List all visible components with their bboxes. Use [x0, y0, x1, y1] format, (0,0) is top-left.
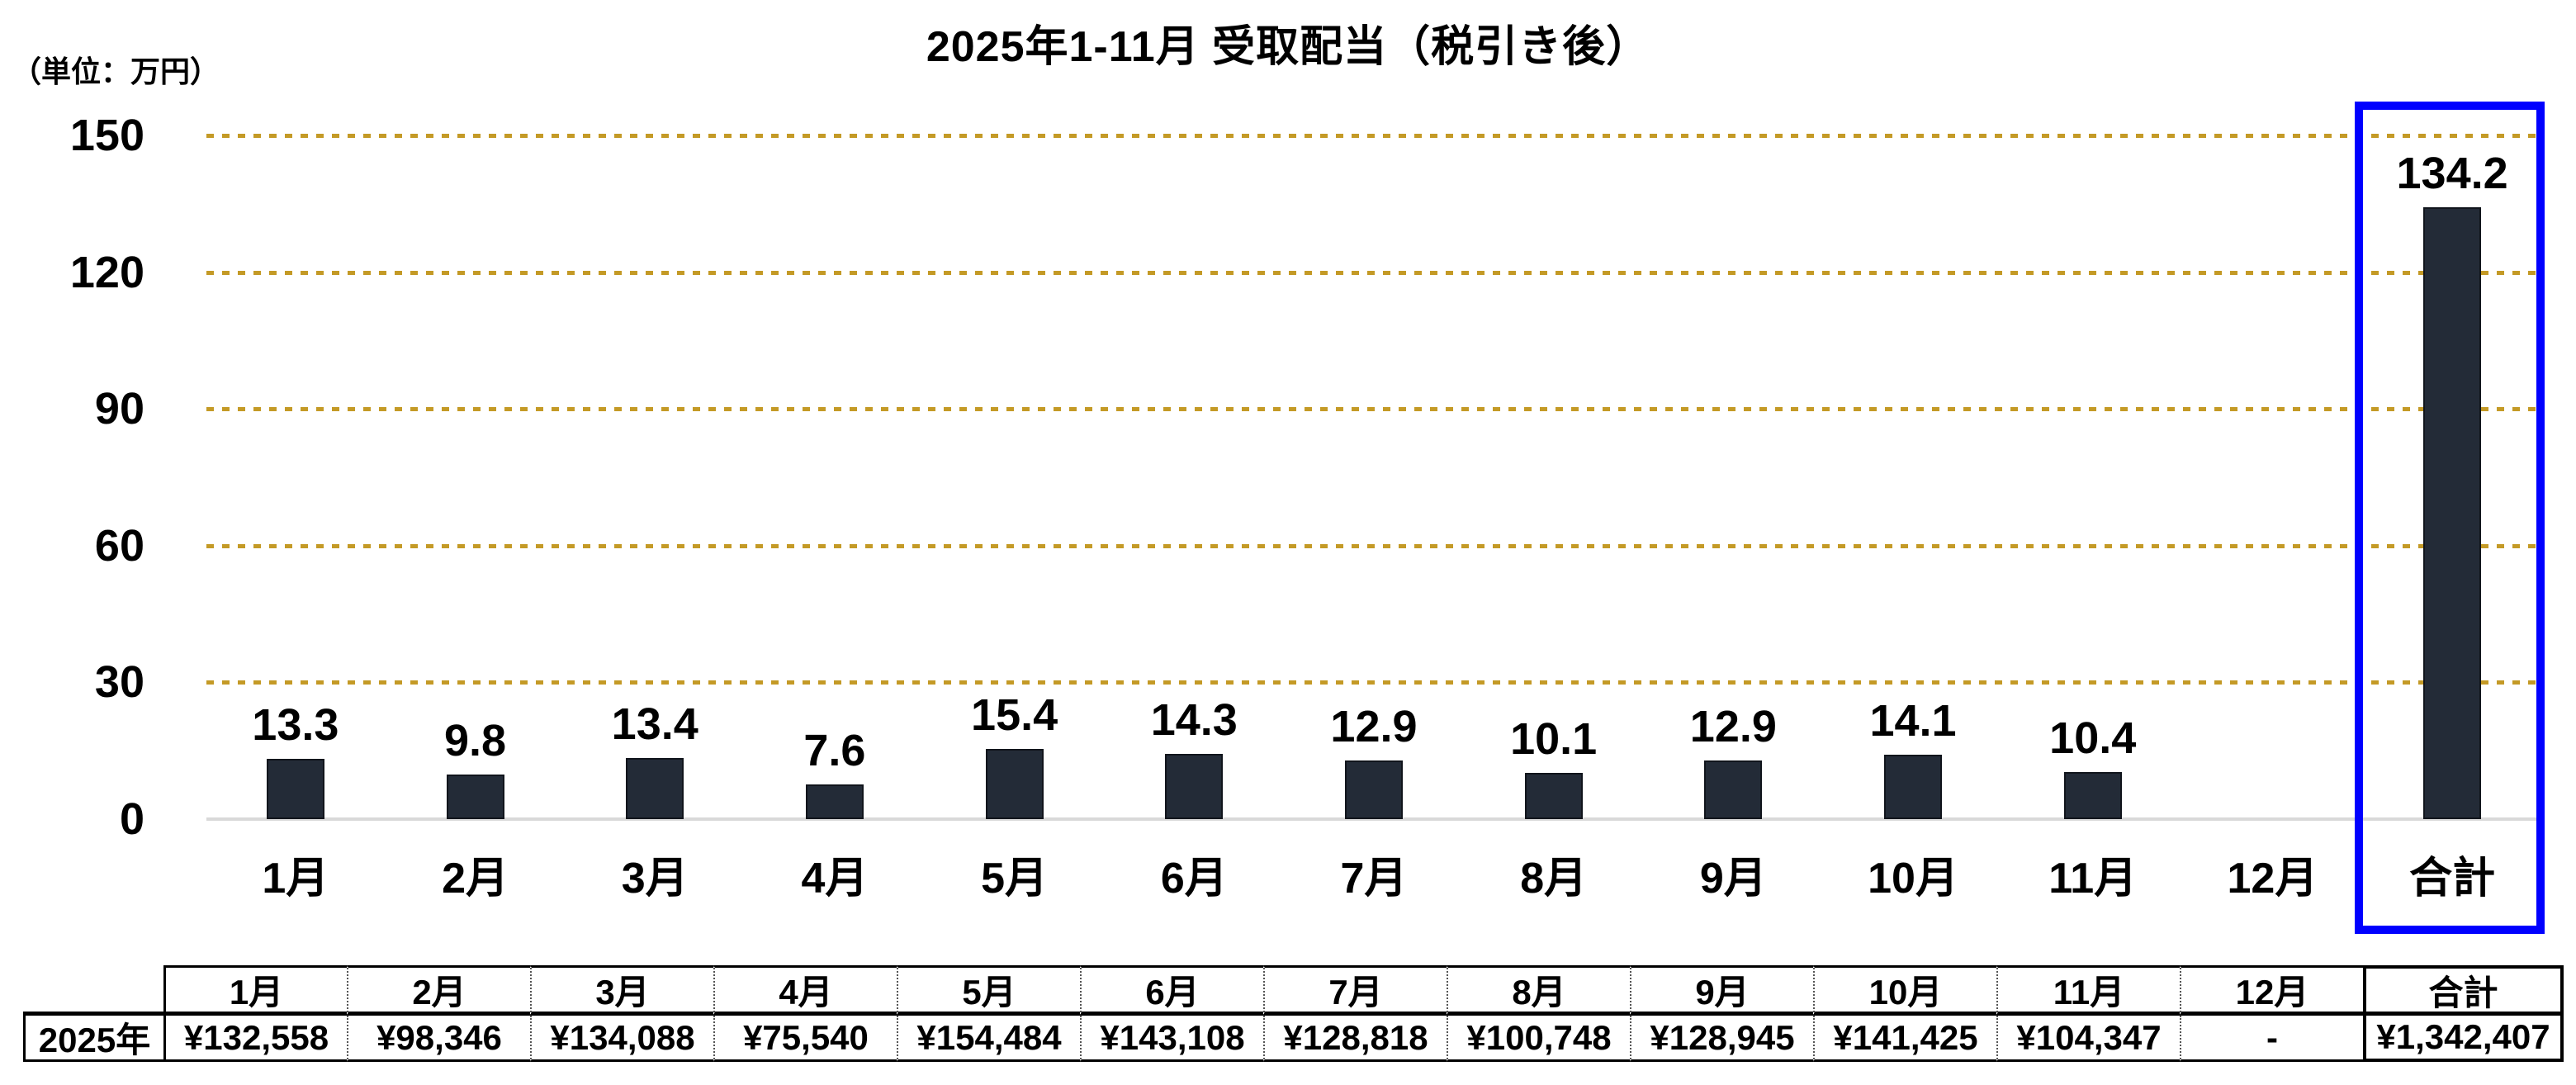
bar-value-label-3月: 13.4 — [611, 699, 698, 749]
x-axis-label-8月: 8月 — [1520, 855, 1588, 903]
chart-column-11月: 10.4 — [2003, 135, 2183, 819]
bar-value-label-2月: 9.8 — [443, 716, 507, 765]
bar-value-label-6月: 14.3 — [1150, 695, 1238, 745]
table-value-cell-12月: - — [2180, 1016, 2363, 1062]
table-value-cell-4月: ¥75,540 — [713, 1016, 897, 1062]
bar-5月 — [985, 749, 1044, 819]
total-highlight-box — [2355, 102, 2545, 934]
chart-column-3月: 13.4 — [565, 135, 745, 819]
table-header-cell-11月: 11月 — [1996, 965, 2180, 1016]
bar-6月 — [1165, 754, 1224, 819]
chart-title: 2025年1-11月 受取配当（税引き後） — [926, 23, 1650, 71]
table-header-cell-4月: 4月 — [713, 965, 897, 1016]
bar-10月 — [1884, 755, 1943, 819]
chart-column-7月: 12.9 — [1284, 135, 1464, 819]
x-axis-label-12月: 12月 — [2227, 855, 2318, 903]
table-header-cell-12月: 12月 — [2180, 965, 2363, 1016]
bar-合計 — [2423, 207, 2482, 819]
y-axis-label-150: 150 — [69, 111, 144, 160]
bar-value-label-11月: 10.4 — [2049, 713, 2137, 763]
y-axis-label-90: 90 — [94, 384, 144, 434]
table-corner-cell — [23, 965, 163, 1016]
x-axis-label-4月: 4月 — [801, 855, 869, 903]
table-header-cell-2月: 2月 — [347, 965, 530, 1016]
gridline-60 — [206, 543, 2543, 548]
table-header-cell-合計: 合計 — [2363, 965, 2564, 1016]
table-value-cell-7月: ¥128,818 — [1263, 1016, 1447, 1062]
chart-column-10月: 14.1 — [1823, 135, 2003, 819]
chart-column-5月: 15.4 — [925, 135, 1105, 819]
zero-line — [206, 817, 2543, 821]
dividend-table: 1月 2月 3月 4月 5月 6月 7月 8月 9月 10月 11月 12月 合計 2025年 ¥132,5… — [23, 965, 2564, 1062]
x-axis-label-5月: 5月 — [981, 855, 1049, 903]
chart-column-4月: 7.6 — [745, 135, 925, 819]
plot-area: 13.3 9.8 13.4 7.6 15.4 14.3 12.9 10.1 12.9 14.1 10… — [206, 135, 2542, 819]
table-value-cell-3月: ¥134,088 — [530, 1016, 713, 1062]
bar-value-label-9月: 12.9 — [1689, 702, 1777, 751]
table-value-cell-2月: ¥98,346 — [347, 1016, 530, 1062]
chart-column-合計: 134.2 — [2362, 135, 2542, 819]
bar-value-label-1月: 13.3 — [252, 700, 339, 750]
table-value-cell-11月: ¥104,347 — [1996, 1016, 2180, 1062]
table-header-cell-3月: 3月 — [530, 965, 713, 1016]
x-axis-label-9月: 9月 — [1699, 855, 1767, 903]
x-axis-label-6月: 6月 — [1160, 855, 1228, 903]
x-axis: 1月 2月 3月 4月 5月 6月 7月 8月 9月 10月 11月 12月 合計 — [206, 844, 2542, 913]
chart-column-12月 — [2183, 135, 2363, 819]
table-row-header: 2025年 — [23, 1016, 163, 1062]
chart-column-1月: 13.3 — [206, 135, 386, 819]
bar-value-label-8月: 10.1 — [1510, 714, 1598, 764]
bar-value-label-5月: 15.4 — [971, 690, 1058, 740]
gridline-150 — [206, 134, 2543, 138]
table-header-cell-1月: 1月 — [163, 965, 347, 1016]
y-axis-label-60: 60 — [94, 520, 144, 571]
bar-8月 — [1524, 773, 1583, 819]
chart-column-2月: 9.8 — [386, 135, 566, 819]
bar-value-label-10月: 14.1 — [1869, 696, 1957, 746]
bar-value-label-7月: 12.9 — [1330, 702, 1418, 751]
gridline-90 — [206, 407, 2543, 412]
gridline-30 — [206, 680, 2543, 685]
bar-4月 — [805, 784, 864, 819]
y-axis-label-120: 120 — [69, 247, 144, 297]
table-value-cell-1月: ¥132,558 — [163, 1016, 347, 1062]
bar-value-label-4月: 7.6 — [803, 726, 866, 775]
chart-column-9月: 12.9 — [1644, 135, 1824, 819]
table-value-cell-5月: ¥154,484 — [897, 1016, 1080, 1062]
bar-3月 — [626, 758, 684, 819]
x-axis-label-7月: 7月 — [1340, 855, 1408, 903]
unit-label: （単位：万円） — [12, 54, 220, 88]
chart-column-6月: 14.3 — [1104, 135, 1284, 819]
table-header-cell-10月: 10月 — [1813, 965, 1996, 1016]
table-header-cell-7月: 7月 — [1263, 965, 1447, 1016]
bar-value-label-合計: 134.2 — [2396, 149, 2508, 198]
y-axis-label-30: 30 — [94, 657, 144, 708]
y-axis-label-0: 0 — [119, 794, 144, 844]
table-header-cell-9月: 9月 — [1630, 965, 1813, 1016]
bar-2月 — [446, 775, 504, 819]
bar-1月 — [266, 759, 324, 819]
table-header-cell-5月: 5月 — [897, 965, 1080, 1016]
table-value-cell-10月: ¥141,425 — [1813, 1016, 1996, 1062]
table-header-cell-6月: 6月 — [1080, 965, 1263, 1016]
table-header-cell-8月: 8月 — [1447, 965, 1630, 1016]
gridline-120 — [206, 270, 2543, 275]
x-axis-label-2月: 2月 — [442, 855, 509, 903]
bar-7月 — [1344, 760, 1403, 819]
x-axis-label-1月: 1月 — [262, 855, 329, 903]
table-value-cell-9月: ¥128,945 — [1630, 1016, 1813, 1062]
table-value-cell-8月: ¥100,748 — [1447, 1016, 1630, 1062]
table-value-cell-合計: ¥1,342,407 — [2363, 1016, 2564, 1062]
x-axis-label-3月: 3月 — [621, 855, 689, 903]
x-axis-label-10月: 10月 — [1868, 855, 1958, 903]
chart-column-8月: 10.1 — [1464, 135, 1644, 819]
table-value-cell-6月: ¥143,108 — [1080, 1016, 1263, 1062]
x-axis-label-11月: 11月 — [2048, 855, 2138, 903]
bar-11月 — [2063, 772, 2122, 819]
bar-9月 — [1704, 760, 1763, 819]
x-axis-label-合計: 合計 — [2409, 855, 2496, 903]
